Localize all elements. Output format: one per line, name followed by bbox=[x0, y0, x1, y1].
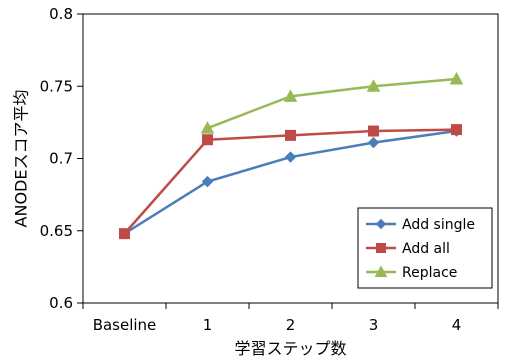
series-line bbox=[207, 77, 457, 130]
legend-label: Add single bbox=[402, 217, 475, 233]
legend-label: Add all bbox=[402, 241, 450, 257]
data-point bbox=[201, 175, 214, 188]
legend-marker bbox=[376, 243, 386, 253]
series-replace bbox=[200, 71, 464, 134]
legend-marker bbox=[374, 265, 388, 277]
x-tick-label: 4 bbox=[452, 316, 462, 334]
y-tick-label: 0.6 bbox=[49, 294, 73, 312]
legend-marker bbox=[375, 218, 387, 230]
y-tick-label: 0.7 bbox=[49, 150, 73, 168]
x-tick-label: 3 bbox=[369, 316, 379, 334]
data-point bbox=[283, 89, 298, 102]
series-layer bbox=[118, 71, 464, 240]
data-point bbox=[119, 228, 130, 240]
y-tick-label: 0.65 bbox=[40, 222, 73, 240]
data-point bbox=[200, 121, 215, 134]
data-point bbox=[202, 134, 213, 146]
data-point bbox=[367, 136, 380, 149]
data-point bbox=[366, 79, 381, 92]
axes: 0.6 0.65 0.7 0.75 0.8 Baseline 1 2 3 4 bbox=[40, 5, 499, 334]
data-point bbox=[284, 151, 297, 163]
x-tick-label: Baseline bbox=[93, 316, 157, 334]
y-tick-label: 0.8 bbox=[49, 5, 73, 23]
series-add-all bbox=[119, 124, 462, 240]
legend-label: Replace bbox=[402, 265, 457, 281]
data-point bbox=[368, 125, 379, 137]
data-point bbox=[451, 124, 462, 136]
y-axis-title: ANODEスコア平均 bbox=[12, 90, 31, 228]
y-tick-label: 0.75 bbox=[40, 77, 73, 95]
legend: Add single Add all Replace bbox=[357, 207, 493, 289]
data-point bbox=[449, 71, 464, 85]
x-tick-label: 2 bbox=[286, 316, 296, 334]
data-point bbox=[285, 129, 296, 141]
x-tick-label: 1 bbox=[203, 316, 213, 334]
x-axis-title: 学習ステップ数 bbox=[234, 339, 346, 358]
